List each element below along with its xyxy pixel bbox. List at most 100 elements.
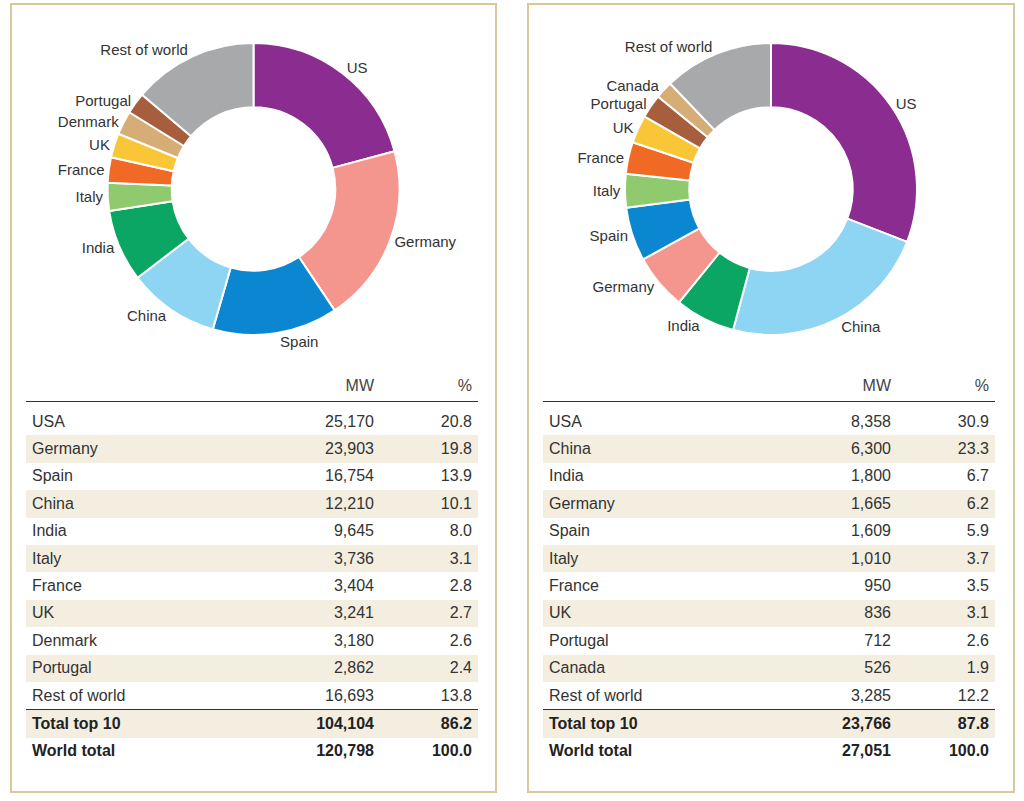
html-text:3,404: 3,404 — [334, 577, 374, 594]
html-text:712: 712 — [864, 631, 891, 649]
html-text:950: 950 — [864, 577, 891, 594]
html-text:526: 526 — [864, 659, 891, 677]
html-text:6.2: 6.2 — [966, 494, 989, 512]
html-text:USA: USA — [32, 412, 65, 430]
svg-text:UK: UK — [89, 136, 110, 153]
html-text:2.4: 2.4 — [449, 659, 472, 677]
svg-text:Portugal: Portugal — [591, 95, 647, 112]
html-text:13.8: 13.8 — [440, 686, 472, 704]
svg-text:China: China — [841, 318, 881, 335]
html-text:India: India — [549, 467, 584, 485]
html-text:23,903: 23,903 — [325, 440, 374, 458]
svg-text:Italy: Italy — [75, 188, 103, 205]
html-text:UK: UK — [549, 604, 572, 622]
html-text:1.9: 1.9 — [966, 659, 989, 677]
html-text:8,358: 8,358 — [851, 412, 891, 430]
svg-text:France: France — [58, 161, 105, 178]
svg-text:Canada: Canada — [606, 77, 659, 94]
html-text:UK: UK — [32, 604, 55, 622]
html-text:2.7: 2.7 — [449, 604, 472, 622]
html-text:25,170: 25,170 — [325, 412, 374, 430]
html-text:1,800: 1,800 — [851, 467, 891, 485]
svg-text:India: India — [667, 317, 700, 334]
html-text:2.6: 2.6 — [966, 631, 989, 649]
html-text:6.7: 6.7 — [966, 467, 989, 485]
html-text:3,736: 3,736 — [334, 549, 374, 567]
svg-text:Portugal: Portugal — [75, 92, 131, 109]
html-text:Denmark: Denmark — [32, 631, 97, 649]
html-text:Rest of world: Rest of world — [549, 686, 643, 704]
html-text:Rest of world: Rest of world — [32, 686, 126, 704]
html-text:1,010: 1,010 — [851, 549, 891, 567]
svg-text:Spain: Spain — [280, 333, 318, 350]
html-text:3.1: 3.1 — [449, 549, 472, 567]
html-text:France: France — [549, 577, 599, 594]
html-text:13.9: 13.9 — [440, 467, 472, 485]
svg-text:UK: UK — [613, 119, 634, 136]
html-text:8.0: 8.0 — [449, 522, 472, 540]
html-text:23.3: 23.3 — [957, 440, 989, 458]
html-text:Germany: Germany — [549, 494, 615, 512]
svg-text:Germany: Germany — [394, 233, 456, 250]
html-text:Spain: Spain — [32, 467, 73, 485]
html-text:1,609: 1,609 — [851, 522, 891, 540]
html-text:120,798: 120,798 — [316, 742, 374, 760]
html-text:3,180: 3,180 — [334, 631, 374, 649]
html-text:12,210: 12,210 — [325, 494, 374, 512]
html-text:2.6: 2.6 — [449, 631, 472, 649]
html-text:MW: MW — [862, 377, 891, 394]
html-text:3.1: 3.1 — [966, 604, 989, 622]
svg-text:India: India — [82, 239, 115, 256]
html-text:France: France — [32, 577, 82, 594]
html-text:10.1: 10.1 — [440, 494, 472, 512]
html-text:China: China — [32, 494, 74, 512]
html-text:16,754: 16,754 — [325, 467, 374, 485]
html-text:6,300: 6,300 — [851, 440, 891, 458]
svg-text:China: China — [127, 307, 167, 324]
html-text:100.0: 100.0 — [432, 742, 472, 760]
svg-text:Spain: Spain — [590, 227, 628, 244]
html-text:104,104: 104,104 — [316, 715, 374, 732]
html-text:836: 836 — [864, 604, 891, 622]
html-text:30.9: 30.9 — [957, 412, 989, 430]
html-text:2,862: 2,862 — [334, 659, 374, 677]
html-text:Germany: Germany — [32, 440, 98, 458]
html-text:20.8: 20.8 — [440, 412, 472, 430]
html-text:1,665: 1,665 — [851, 494, 891, 512]
html-text:Portugal: Portugal — [549, 631, 609, 649]
html-text:27,051: 27,051 — [842, 742, 891, 760]
svg-text:Italy: Italy — [593, 182, 621, 199]
html-text:Spain: Spain — [549, 522, 590, 540]
html-text:China: China — [549, 440, 591, 458]
html-text:USA: USA — [549, 412, 582, 430]
html-text:9,645: 9,645 — [334, 522, 374, 540]
html-text:Italy: Italy — [32, 549, 62, 567]
html-text:5.9: 5.9 — [966, 522, 989, 540]
html-text:12.2: 12.2 — [957, 686, 989, 704]
svg-text:Denmark: Denmark — [58, 113, 119, 130]
html-text:Total top 10: Total top 10 — [549, 715, 638, 732]
html-text:World total: World total — [32, 742, 116, 760]
html-text:3.5: 3.5 — [966, 577, 989, 594]
svg-text:US: US — [896, 95, 917, 112]
html-text:Total top 10: Total top 10 — [32, 715, 121, 732]
html-text:2.8: 2.8 — [449, 577, 472, 594]
svg-text:Rest of world: Rest of world — [625, 38, 713, 55]
svg-text:Rest of world: Rest of world — [100, 41, 188, 58]
html-text:World total: World total — [549, 742, 633, 760]
html-text:Portugal: Portugal — [32, 659, 92, 677]
svg-text:Germany: Germany — [593, 278, 655, 295]
html-text:3,241: 3,241 — [334, 604, 374, 622]
svg-text:US: US — [347, 59, 368, 76]
html-text:India: India — [32, 522, 67, 540]
html-text:Italy: Italy — [549, 549, 579, 567]
html-text:100.0: 100.0 — [949, 742, 989, 760]
html-text:3.7: 3.7 — [966, 549, 989, 567]
svg-text:France: France — [577, 149, 624, 166]
html-text:16,693: 16,693 — [325, 686, 374, 704]
html-text:MW: MW — [345, 377, 374, 394]
html-text:3,285: 3,285 — [851, 686, 891, 704]
html-text:19.8: 19.8 — [440, 440, 472, 458]
html-text:Canada: Canada — [549, 659, 605, 677]
html-text:86.2: 86.2 — [440, 715, 472, 732]
